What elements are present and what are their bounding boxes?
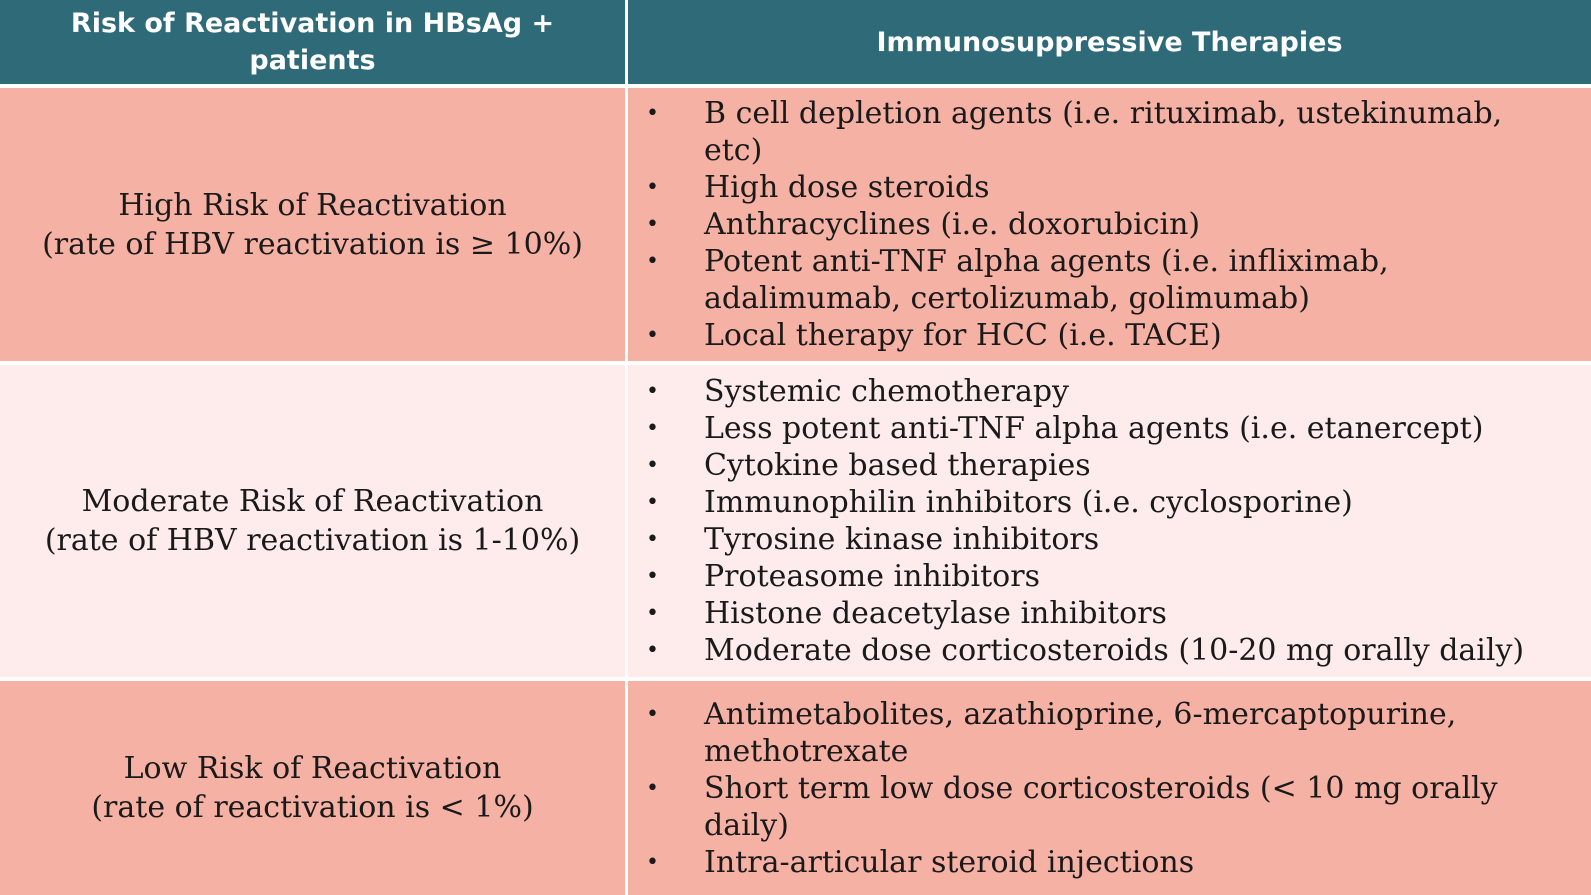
therapy-list-low: • Antimetabolites, azathioprine, 6-mercap… [642,696,1551,881]
bullet-icon: • [646,775,659,801]
list-item-text: Local therapy for HCC (i.e. TACE) [704,318,1222,353]
risk-header-line2: patients [249,45,376,76]
list-item: • B cell depletion agents (i.e. rituximab… [642,95,1551,169]
list-item: • High dose steroids [642,169,1551,206]
bullet-icon: • [646,323,659,348]
list-item: • Histone deacetylase inhibitors [642,595,1551,632]
risk-rate: (rate of HBV reactivation is ≥ 10%) [42,226,583,262]
therapy-list-high: • B cell depletion agents (i.e. rituximab… [642,95,1551,354]
risk-cell-low: Low Risk of Reactivation (rate of reacti… [0,681,628,895]
list-item: • Less potent anti-TNF alpha agents (i.e.… [642,410,1551,447]
therapy-cell-low: • Antimetabolites, azathioprine, 6-mercap… [628,681,1591,895]
list-item: • Proteasome inhibitors [642,558,1551,595]
bullet-icon: • [646,453,659,478]
list-item-text: Systemic chemotherapy [704,374,1069,409]
list-item-text: Intra-articular steroid injections [704,844,1195,880]
list-item: • Intra-articular steroid injections [642,844,1551,881]
bullet-icon: • [646,527,659,552]
therapies-header-text: Immunosuppressive Therapies [876,26,1343,58]
bullet-icon: • [646,101,659,126]
bullet-icon: • [646,416,659,441]
list-item: • Anthracyclines (i.e. doxorubicin) [642,206,1551,243]
list-item: • Short term low dose corticosteroids (< … [642,770,1551,844]
bullet-icon: • [646,849,659,875]
bullet-icon: • [646,701,659,727]
list-item-text: Short term low dose corticosteroids (< 1… [704,770,1498,843]
list-item: • Immunophilin inhibitors (i.e. cyclospor… [642,484,1551,521]
bullet-icon: • [646,601,659,626]
list-item: • Tyrosine kinase inhibitors [642,521,1551,558]
bullet-icon: • [646,490,659,515]
bullet-icon: • [646,564,659,589]
risk-title: Moderate Risk of Reactivation [81,484,544,519]
list-item-text: Antimetabolites, azathioprine, 6-mercapt… [704,696,1457,769]
risk-column-header: Risk of Reactivation in HBsAg + patients [0,0,628,88]
list-item-text: B cell depletion agents (i.e. rituximab,… [704,96,1503,168]
list-item-text: Potent anti-TNF alpha agents (i.e. infli… [704,244,1389,316]
list-item-text: Less potent anti-TNF alpha agents (i.e. … [704,411,1484,446]
list-item: • Systemic chemotherapy [642,373,1551,410]
list-item: • Local therapy for HCC (i.e. TACE) [642,317,1551,354]
therapy-list-moderate: • Systemic chemotherapy • Less potent anti… [642,373,1551,669]
risk-header-line1: Risk of Reactivation in HBsAg + [70,8,555,39]
list-item: • Antimetabolites, azathioprine, 6-mercap… [642,696,1551,770]
list-item-text: High dose steroids [704,170,990,205]
bullet-icon: • [646,249,659,274]
therapy-cell-moderate: • Systemic chemotherapy • Less potent anti… [628,365,1591,681]
bullet-icon: • [646,638,659,663]
list-item-text: Histone deacetylase inhibitors [704,596,1167,631]
list-item-text: Immunophilin inhibitors (i.e. cyclospori… [704,485,1353,520]
risk-cell-high: High Risk of Reactivation (rate of HBV r… [0,88,628,365]
list-item: • Potent anti-TNF alpha agents (i.e. infl… [642,243,1551,317]
risk-title: High Risk of Reactivation [118,187,507,223]
bullet-icon: • [646,212,659,237]
list-item-text: Moderate dose corticosteroids (10-20 mg … [704,633,1525,668]
list-item-text: Proteasome inhibitors [704,559,1040,594]
list-item-text: Tyrosine kinase inhibitors [704,522,1100,557]
bullet-icon: • [646,175,659,200]
list-item: • Moderate dose corticosteroids (10-20 mg… [642,632,1551,669]
therapies-column-header: Immunosuppressive Therapies [628,0,1591,88]
risk-rate: (rate of reactivation is < 1%) [91,790,534,825]
risk-rate: (rate of HBV reactivation is 1-10%) [44,523,581,558]
risk-cell-moderate: Moderate Risk of Reactivation (rate of H… [0,365,628,681]
risk-title: Low Risk of Reactivation [123,751,502,786]
therapy-cell-high: • B cell depletion agents (i.e. rituximab… [628,88,1591,365]
bullet-icon: • [646,379,659,404]
list-item-text: Cytokine based therapies [704,448,1091,483]
list-item-text: Anthracyclines (i.e. doxorubicin) [704,207,1201,242]
list-item: • Cytokine based therapies [642,447,1551,484]
